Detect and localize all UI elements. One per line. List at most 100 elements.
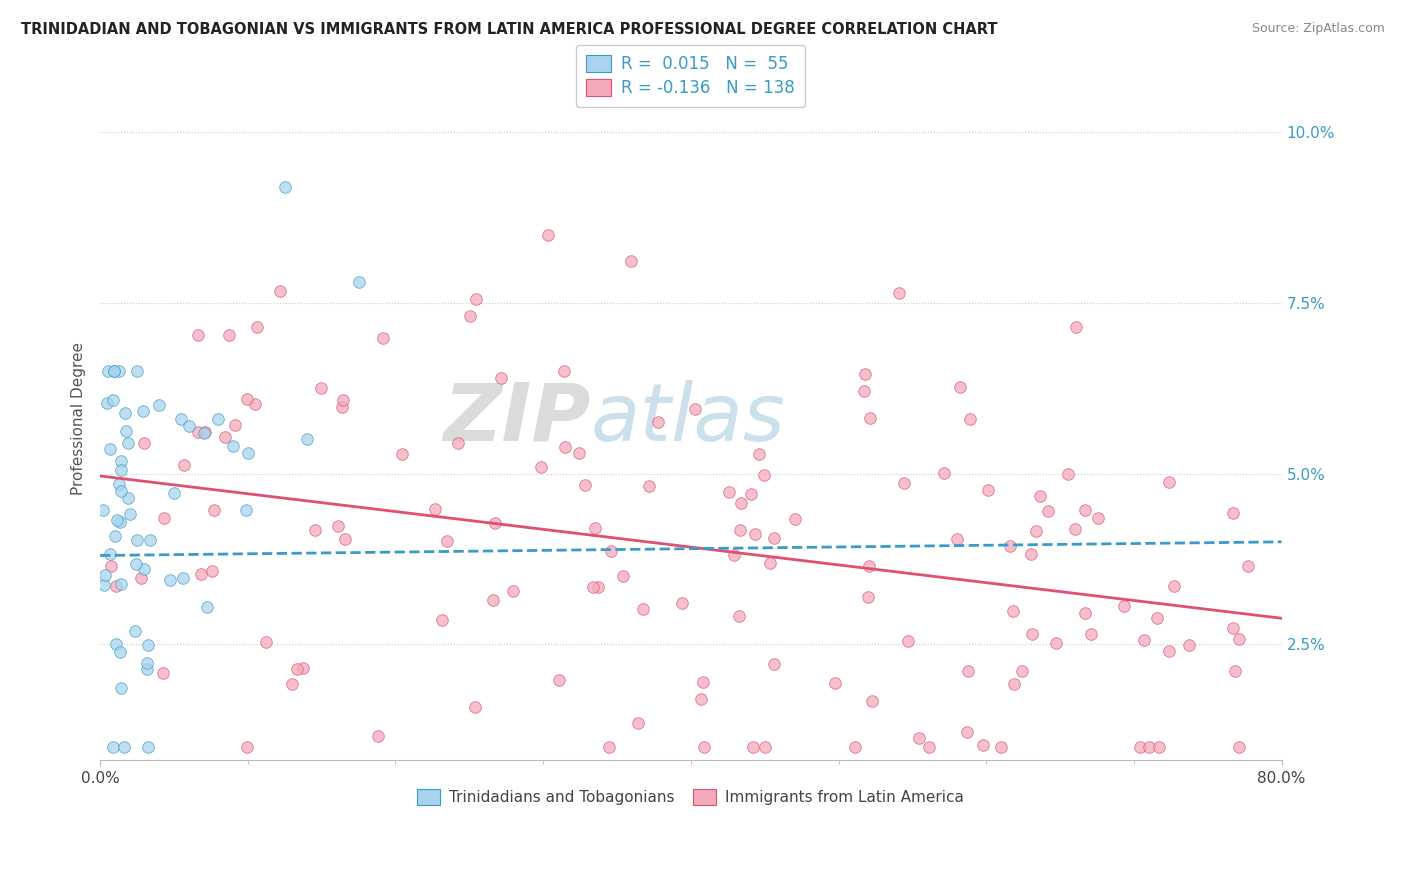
Point	[292, 660, 315, 674]
Point	[464, 700, 486, 714]
Point	[824, 676, 846, 690]
Point	[110, 577, 132, 591]
Point	[103, 364, 125, 378]
Point	[246, 320, 269, 334]
Point	[458, 310, 481, 324]
Point	[105, 513, 128, 527]
Point	[304, 523, 326, 537]
Point	[1066, 319, 1088, 334]
Point	[112, 739, 135, 754]
Point	[1147, 739, 1170, 754]
Point	[748, 447, 770, 461]
Point	[1236, 558, 1258, 573]
Point	[367, 729, 389, 743]
Point	[110, 463, 132, 477]
Point	[117, 436, 139, 450]
Point	[858, 590, 880, 604]
Point	[723, 548, 745, 562]
Point	[671, 596, 693, 610]
Point	[1021, 627, 1043, 641]
Point	[1222, 506, 1244, 520]
Point	[1025, 524, 1047, 538]
Point	[115, 424, 138, 438]
Point	[98, 442, 121, 456]
Point	[124, 624, 146, 638]
Point	[762, 657, 785, 672]
Point	[692, 675, 714, 690]
Point	[627, 715, 650, 730]
Point	[127, 533, 149, 548]
Point	[332, 392, 354, 407]
Point	[333, 532, 356, 546]
Point	[125, 364, 148, 378]
Point	[201, 564, 224, 578]
Point	[103, 529, 125, 543]
Point	[110, 484, 132, 499]
Point	[194, 425, 217, 439]
Point	[96, 396, 118, 410]
Point	[187, 328, 209, 343]
Point	[311, 381, 333, 395]
Point	[110, 515, 132, 529]
Point	[1011, 664, 1033, 678]
Point	[101, 392, 124, 407]
Point	[742, 739, 765, 754]
Point	[195, 600, 218, 615]
Point	[163, 485, 186, 500]
Point	[918, 739, 941, 754]
Point	[100, 559, 122, 574]
Point	[934, 466, 956, 480]
Point	[959, 411, 981, 425]
Point	[373, 331, 395, 345]
Point	[537, 227, 560, 242]
Point	[93, 577, 115, 591]
Text: Source: ZipAtlas.com: Source: ZipAtlas.com	[1251, 22, 1385, 36]
Point	[236, 392, 259, 406]
Point	[136, 662, 159, 676]
Point	[1132, 632, 1154, 647]
Point	[222, 439, 245, 453]
Point	[758, 556, 780, 570]
Point	[148, 398, 170, 412]
Point	[583, 521, 606, 535]
Point	[1036, 504, 1059, 518]
Point	[447, 436, 470, 450]
Point	[844, 739, 866, 754]
Point	[97, 364, 120, 378]
Point	[567, 446, 589, 460]
Point	[173, 458, 195, 472]
Point	[98, 547, 121, 561]
Point	[103, 364, 125, 378]
Point	[853, 384, 876, 398]
Point	[104, 637, 127, 651]
Point	[190, 567, 212, 582]
Point	[193, 425, 215, 440]
Point	[582, 580, 605, 594]
Point	[1178, 639, 1201, 653]
Point	[134, 436, 156, 450]
Point	[754, 468, 776, 483]
Point	[727, 608, 749, 623]
Point	[110, 454, 132, 468]
Point	[108, 364, 131, 378]
Point	[956, 724, 979, 739]
Point	[730, 495, 752, 509]
Point	[897, 634, 920, 648]
Point	[177, 418, 200, 433]
Point	[1146, 610, 1168, 624]
Point	[690, 692, 713, 706]
Point	[274, 179, 297, 194]
Point	[93, 567, 115, 582]
Point	[990, 739, 1012, 754]
Point	[132, 404, 155, 418]
Point	[114, 405, 136, 419]
Point	[1159, 475, 1181, 490]
Point	[612, 569, 634, 583]
Point	[110, 681, 132, 695]
Point	[1222, 621, 1244, 635]
Point	[152, 510, 174, 524]
Point	[207, 412, 229, 426]
Point	[1057, 467, 1080, 482]
Point	[152, 666, 174, 681]
Point	[269, 285, 291, 299]
